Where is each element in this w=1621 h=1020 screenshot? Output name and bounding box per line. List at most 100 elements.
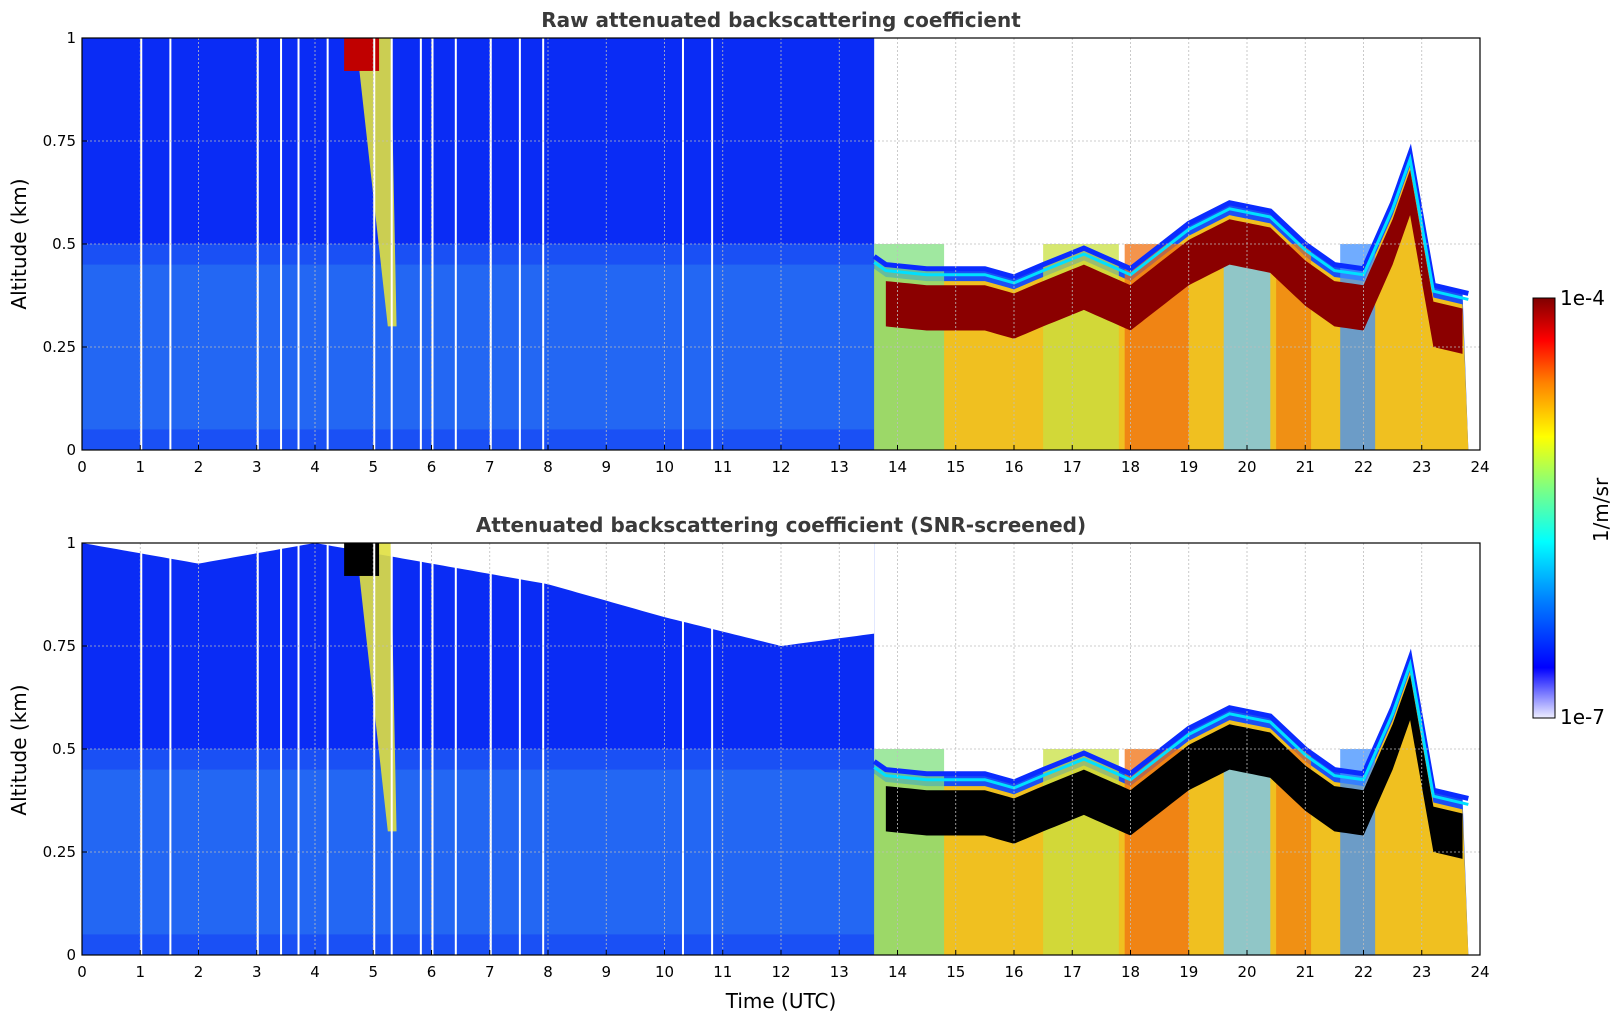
x-tick-label: 10 [655,963,674,981]
x-tick-label: 20 [1237,963,1256,981]
data-gap [140,543,143,955]
grid [82,543,1480,955]
x-tick-label: 13 [830,963,849,981]
x-tick-label: 14 [888,963,907,981]
colorbar-label: 1/m/sr [1589,477,1613,542]
x-tick-label: 22 [1354,458,1373,476]
aerosol-band [874,749,945,955]
cloud-top-edge [873,153,1469,301]
cloud-top-edge [872,143,1469,296]
x-axis-label: Time (UTC) [725,989,837,1013]
x-tick-label: 7 [485,963,495,981]
grid [82,38,1480,450]
x-tick-label: 17 [1063,458,1082,476]
x-tick-label: 2 [194,458,204,476]
x-tick-label: 23 [1412,963,1431,981]
y-tick-label: 0.25 [43,338,76,356]
data-gap [280,543,283,955]
colorbar-max-label: 1e-4 [1560,286,1605,310]
y-tick-label: 1 [66,29,76,47]
x-tick-label: 0 [77,963,87,981]
data-gap [256,38,259,450]
x-tick-label: 4 [310,963,320,981]
x-tick-label: 5 [368,963,378,981]
cloud-layer [885,169,1463,354]
x-axis: 0 1 2 3 4 5 6 7 8 9 10 11 12 13 14 15 16 17 18 19 20 21 22 23 24 [77,445,1490,476]
y-tick-label: 0.5 [52,235,76,253]
y-tick-label: 0.25 [43,843,76,861]
data-gap [431,38,434,450]
x-tick-label: 3 [252,458,262,476]
x-tick-label: 21 [1296,963,1315,981]
y-tick-label: 1 [66,534,76,552]
data-gap [711,38,714,450]
cloud-top-edge [873,658,1469,806]
y-axis: 0 0.25 0.5 0.75 1 [43,534,87,964]
x-tick-label: 20 [1237,458,1256,476]
panel-screened: Attenuated backscattering coefficient (S… [7,513,1490,1013]
x-tick-label: 24 [1470,458,1489,476]
y-tick-label: 0.75 [43,132,76,150]
data-gap [256,543,259,955]
x-tick-label: 11 [713,458,732,476]
x-tick-label: 4 [310,458,320,476]
x-tick-label: 6 [427,458,437,476]
data-gap [140,38,143,450]
x-tick-label: 23 [1412,458,1431,476]
x-tick-label: 5 [368,458,378,476]
screened-region [82,543,875,646]
heatmap-screened [82,543,1480,955]
x-tick-label: 8 [543,963,553,981]
x-tick-label: 17 [1063,963,1082,981]
x-tick-label: 8 [543,458,553,476]
panel-title: Raw attenuated backscattering coefficien… [541,8,1021,32]
y-tick-label: 0.5 [52,740,76,758]
data-gap [280,38,283,450]
x-tick-label: 12 [771,458,790,476]
x-tick-label: 16 [1004,963,1023,981]
x-tick-label: 21 [1296,458,1315,476]
colorbar-scale [1532,297,1556,719]
panel-title: Attenuated backscattering coefficient (S… [476,513,1086,537]
colorbar-min-label: 1e-7 [1560,705,1605,729]
y-axis: 0 0.25 0.5 0.75 1 [43,29,87,459]
x-tick-label: 10 [655,458,674,476]
x-tick-label: 24 [1470,963,1489,981]
cloud-top-edge [872,648,1469,801]
x-tick-label: 13 [830,458,849,476]
x-tick-label: 11 [713,963,732,981]
y-tick-label: 0 [66,441,76,459]
plume [355,38,397,327]
x-tick-label: 14 [888,458,907,476]
x-axis: 0 1 2 3 4 5 6 7 8 9 10 11 12 13 14 15 16 17 18 19 20 21 22 23 24 [77,950,1490,981]
x-tick-label: 18 [1121,458,1140,476]
aerosol-band [874,244,945,450]
x-tick-label: 7 [485,458,495,476]
y-axis-label: Altitude (km) [7,178,31,309]
heatmap-raw [82,38,1480,450]
y-axis-label: Altitude (km) [7,684,31,815]
x-tick-label: 9 [601,963,611,981]
x-tick-label: 15 [946,458,965,476]
x-tick-label: 22 [1354,963,1373,981]
x-tick-label: 19 [1179,458,1198,476]
y-tick-label: 0 [66,946,76,964]
data-gap [711,543,714,955]
x-tick-label: 6 [427,963,437,981]
x-tick-label: 1 [135,458,145,476]
colorbar: 1e-4 1e-7 1/m/sr [1532,286,1613,729]
data-gap [419,543,422,955]
cloud-layer [885,674,1463,859]
clear-air [874,543,1480,955]
x-tick-label: 15 [946,963,965,981]
x-tick-label: 1 [135,963,145,981]
x-tick-label: 0 [77,458,87,476]
y-tick-label: 0.75 [43,637,76,655]
x-tick-label: 18 [1121,963,1140,981]
x-tick-label: 19 [1179,963,1198,981]
data-gap [431,543,434,955]
x-tick-label: 9 [601,458,611,476]
x-tick-label: 2 [194,963,204,981]
x-tick-label: 12 [771,963,790,981]
